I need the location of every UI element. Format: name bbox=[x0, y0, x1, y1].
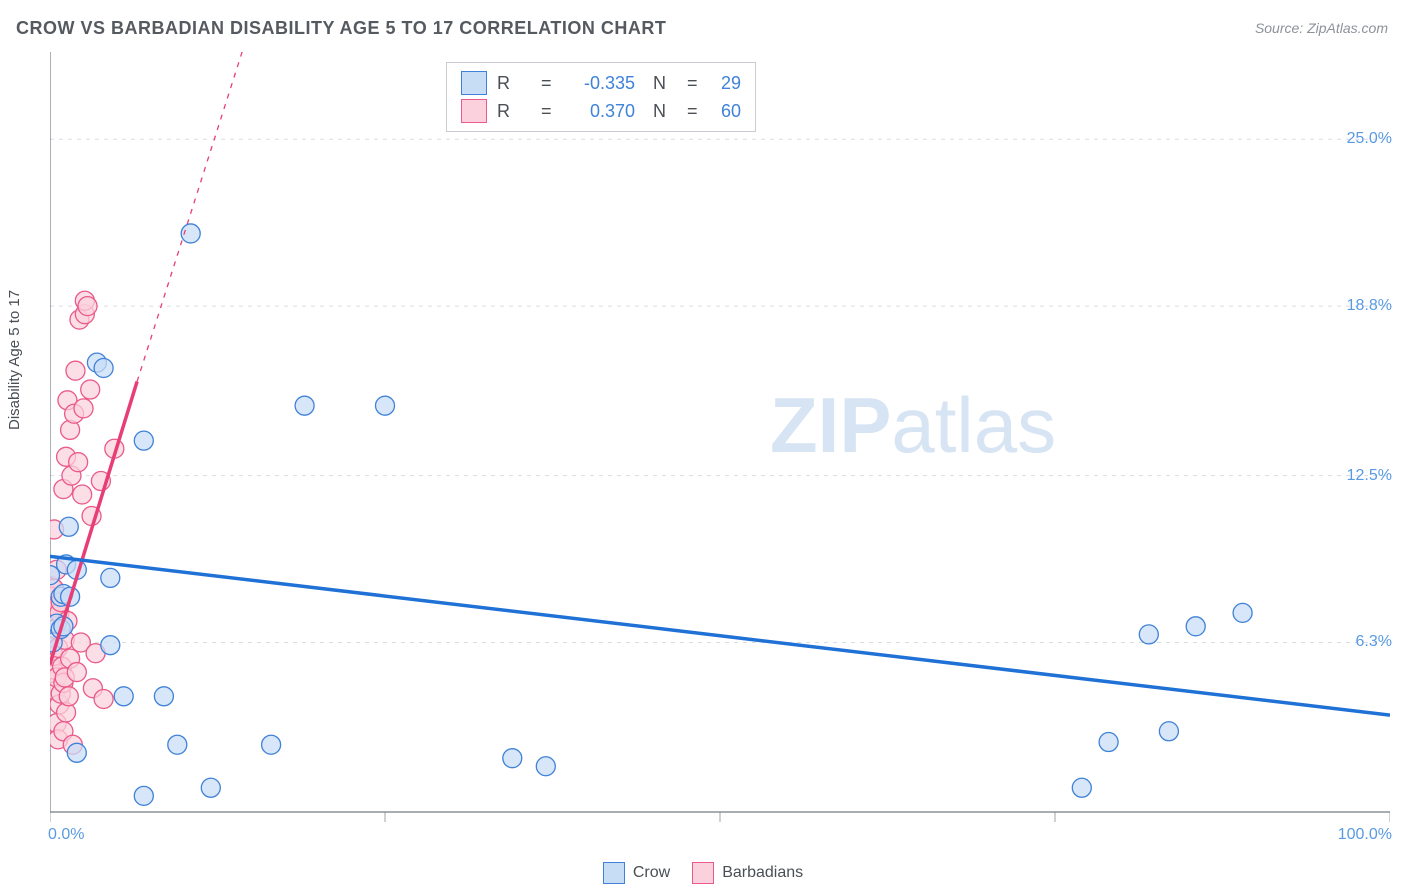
y-tick-label: 25.0% bbox=[1332, 130, 1392, 148]
legend-n-label: N bbox=[653, 73, 677, 94]
legend-swatch-crow-icon bbox=[603, 862, 625, 884]
legend-equals: = bbox=[541, 73, 555, 94]
series-legend: Crow Barbadians bbox=[0, 862, 1406, 884]
source-prefix: Source: bbox=[1255, 20, 1307, 36]
scatter-plot bbox=[50, 52, 1390, 832]
source-attribution: Source: ZipAtlas.com bbox=[1255, 20, 1388, 36]
legend-swatch-crow bbox=[461, 71, 487, 95]
legend-n-value-barbadians: 60 bbox=[711, 101, 741, 122]
legend-n-label: N bbox=[653, 101, 677, 122]
x-axis-start-label: 0.0% bbox=[48, 826, 84, 844]
legend-r-value-crow: -0.335 bbox=[565, 73, 635, 94]
legend-item-barbadians: Barbadians bbox=[692, 862, 803, 884]
legend-r-value-barbadians: 0.370 bbox=[565, 101, 635, 122]
legend-equals: = bbox=[687, 73, 701, 94]
legend-equals: = bbox=[687, 101, 701, 122]
y-tick-label: 18.8% bbox=[1332, 297, 1392, 315]
legend-row-barbadians: R = 0.370 N = 60 bbox=[461, 97, 741, 125]
source-name: ZipAtlas.com bbox=[1307, 20, 1388, 36]
x-axis-end-label: 100.0% bbox=[1338, 826, 1392, 844]
legend-r-label: R bbox=[497, 101, 531, 122]
legend-swatch-barbadians-icon bbox=[692, 862, 714, 884]
legend-label-crow: Crow bbox=[633, 864, 670, 882]
legend-label-barbadians: Barbadians bbox=[722, 864, 803, 882]
legend-n-value-crow: 29 bbox=[711, 73, 741, 94]
legend-row-crow: R = -0.335 N = 29 bbox=[461, 69, 741, 97]
y-axis-label: Disability Age 5 to 17 bbox=[6, 290, 23, 430]
correlation-legend: R = -0.335 N = 29 R = 0.370 N = 60 bbox=[446, 62, 756, 132]
legend-r-label: R bbox=[497, 73, 531, 94]
chart-title: CROW VS BARBADIAN DISABILITY AGE 5 TO 17… bbox=[16, 18, 666, 39]
legend-equals: = bbox=[541, 101, 555, 122]
legend-item-crow: Crow bbox=[603, 862, 670, 884]
y-tick-label: 6.3% bbox=[1332, 633, 1392, 651]
legend-swatch-barbadians bbox=[461, 99, 487, 123]
y-tick-label: 12.5% bbox=[1332, 467, 1392, 485]
